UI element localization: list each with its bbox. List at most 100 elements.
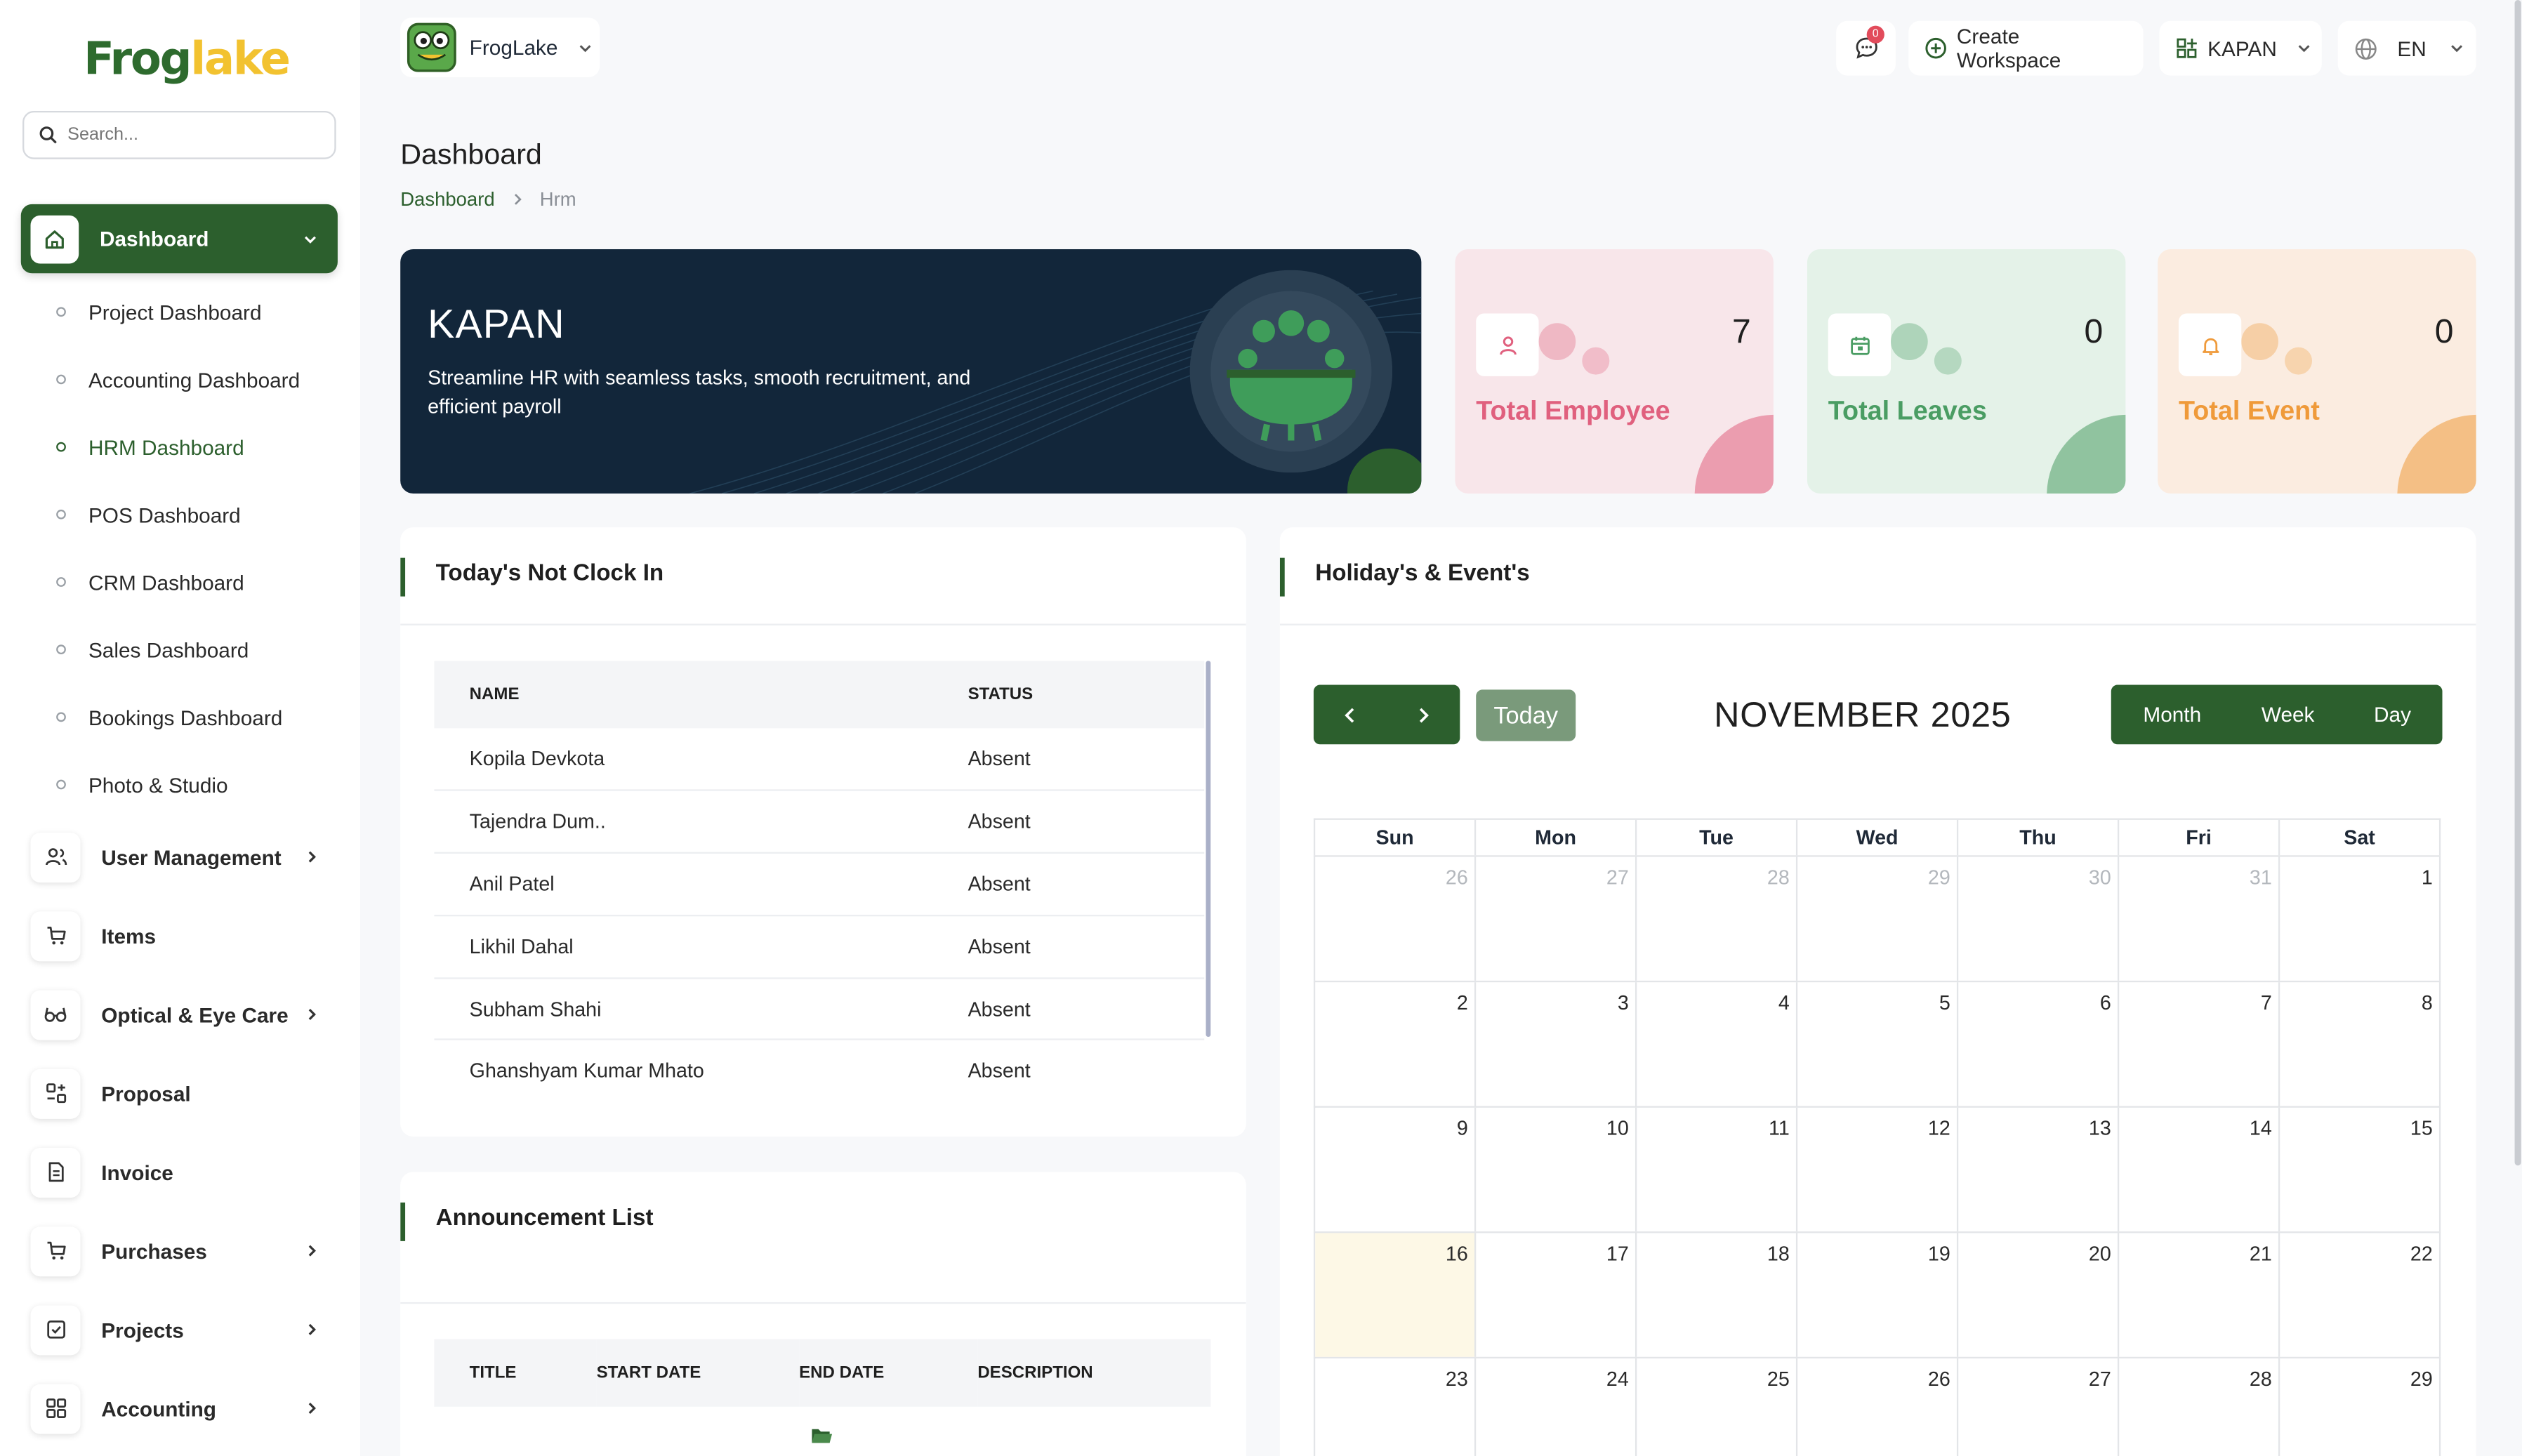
calendar-day-cell[interactable]: 6	[1958, 982, 2120, 1106]
calendar-day-cell[interactable]: 4	[1637, 982, 1798, 1106]
sidebar-item-optical-eye-care[interactable]: Optical & Eye Care	[30, 988, 336, 1040]
company-switcher[interactable]: KAPAN	[2159, 20, 2322, 76]
calendar-day-cell[interactable]: 21	[2119, 1233, 2280, 1357]
chat-icon	[1853, 35, 1879, 61]
calendar-day-cell[interactable]: 30	[1958, 856, 2120, 981]
calendar-day-cell[interactable]: 14	[2119, 1107, 2280, 1232]
calendar-day-cell[interactable]: 7	[2119, 982, 2280, 1106]
calendar-day-cell[interactable]: 9	[1315, 1107, 1477, 1232]
view-week-button[interactable]: Week	[2261, 702, 2315, 727]
calendar-day-cell[interactable]: 18	[1637, 1233, 1798, 1357]
calendar-day-cell[interactable]: 26	[1797, 1358, 1959, 1456]
calendar-view-switcher: Month Week Day	[2111, 684, 2443, 745]
page-title: Dashboard	[400, 138, 542, 171]
language-switcher[interactable]: EN	[2337, 20, 2476, 76]
calendar-day-cell[interactable]: 13	[1958, 1107, 2120, 1232]
calendar-day-cell[interactable]: 27	[1958, 1358, 2120, 1456]
app-logo[interactable]: Froglake	[84, 32, 291, 86]
calendar-day-cell[interactable]: 8	[2421, 991, 2433, 1014]
sidebar-subitem-pos-dashboard[interactable]: POS Dashboard	[56, 498, 241, 531]
breadcrumb-current: Hrm	[539, 187, 576, 211]
announcement-table: TITLE START DATE END DATE DESCRIPTION	[434, 1339, 1211, 1407]
breadcrumb: Dashboard Hrm	[400, 188, 576, 211]
sidebar-subitem-accounting-dashboard[interactable]: Accounting Dashboard	[56, 364, 300, 396]
column-header: NAME	[469, 684, 520, 705]
page-scrollbar[interactable]	[2514, 0, 2521, 1166]
card-title: Holiday's & Event's	[1315, 561, 1530, 587]
chevron-right-icon	[304, 1401, 320, 1417]
sidebar-item-items[interactable]: Items	[30, 910, 336, 961]
calendar-day-cell[interactable]: 25	[1637, 1358, 1798, 1456]
sidebar-item-proposal[interactable]: Proposal	[30, 1068, 336, 1119]
card-header: Holiday's & Event's	[1279, 527, 2476, 626]
calendar-day-cell[interactable]: 3	[1476, 982, 1637, 1106]
sidebar-item-projects[interactable]: Projects	[30, 1304, 336, 1355]
card-header: Announcement List	[400, 1172, 1246, 1304]
sidebar-item-accounting[interactable]: Accounting	[30, 1382, 336, 1434]
sidebar-subitem-crm-dashboard[interactable]: CRM Dashboard	[56, 566, 244, 598]
scrollbar[interactable]	[1206, 661, 1211, 1038]
calendar-day-cell[interactable]: 19	[1797, 1233, 1959, 1357]
sidebar-item-invoice[interactable]: Invoice	[30, 1146, 336, 1198]
bullet-icon	[56, 442, 66, 452]
card-header: Today's Not Clock In	[400, 527, 1246, 626]
next-month-button[interactable]	[1387, 685, 1460, 745]
sidebar-item-purchases[interactable]: Purchases	[30, 1225, 336, 1276]
calendar-day-cell[interactable]: 29	[1797, 856, 1959, 981]
glasses-icon	[30, 989, 81, 1040]
column-header: START DATE	[596, 1363, 701, 1383]
search-input[interactable]	[67, 125, 309, 145]
messages-button[interactable]: 0	[1836, 20, 1896, 76]
calendar-day-cell[interactable]: 15	[2410, 1117, 2433, 1140]
calendar-day-cell[interactable]: 28	[1637, 856, 1798, 981]
stat-decoration	[2397, 414, 2476, 494]
calendar-day-cell[interactable]: 23	[1315, 1358, 1477, 1456]
calendar-day-cell[interactable]: 12	[1797, 1107, 1959, 1232]
calendar-day-cell[interactable]: 31	[2119, 856, 2280, 981]
calendar-day-cell[interactable]: 20	[1958, 1233, 2120, 1357]
calendar-day-cell[interactable]: 10	[1476, 1107, 1637, 1232]
calendar-day-cell[interactable]: 17	[1476, 1233, 1637, 1357]
workspace-switcher[interactable]: FrogLake	[400, 18, 600, 77]
calendar-day-cell[interactable]: 24	[1476, 1358, 1637, 1456]
sidebar-item-user-management[interactable]: User Management	[30, 831, 336, 882]
calendar-day-cell[interactable]: 16	[1315, 1233, 1477, 1357]
attendance-status: Absent	[968, 873, 1031, 896]
not-clock-in-table: NAME STATUS Kopila Devkota Absent Tajendra…	[434, 661, 1205, 1101]
sidebar-subitem-hrm-dashboard[interactable]: HRM Dashboard	[56, 431, 244, 463]
calendar-day-cell[interactable]: 5	[1797, 982, 1959, 1106]
users-icon	[30, 832, 81, 882]
not-clock-in-table-wrapper[interactable]: NAME STATUS Kopila Devkota Absent Tajendra…	[434, 661, 1211, 1101]
grid-icon	[30, 1383, 81, 1434]
calendar-day-cell[interactable]: 27	[1476, 856, 1637, 981]
bullet-icon	[56, 374, 66, 385]
employee-name: Ghanshyam Kumar Mhato	[469, 1059, 704, 1083]
view-month-button[interactable]: Month	[2143, 702, 2202, 727]
stat-decoration	[2285, 347, 2313, 375]
calendar-day-cell[interactable]: 1	[2421, 866, 2433, 889]
bullet-icon	[56, 779, 66, 790]
sidebar-subitem-sales-dashboard[interactable]: Sales Dashboard	[56, 633, 249, 666]
calendar-day-cell[interactable]: 22	[2410, 1243, 2433, 1266]
view-day-button[interactable]: Day	[2374, 702, 2411, 727]
stat-decoration	[1538, 323, 1576, 360]
calendar-day-cell[interactable]: 11	[1637, 1107, 1798, 1232]
team-icon	[1189, 270, 1393, 473]
breadcrumb-link[interactable]: Dashboard	[400, 187, 495, 211]
calendar-day-cell[interactable]: 29	[2410, 1368, 2433, 1391]
today-button[interactable]: Today	[1476, 689, 1576, 741]
calendar-day-cell[interactable]: 28	[2119, 1358, 2280, 1456]
frog-avatar-icon	[407, 22, 456, 72]
create-workspace-button[interactable]: Create Workspace	[1908, 20, 2144, 76]
prev-month-button[interactable]	[1314, 685, 1387, 745]
plus-circle-icon	[1924, 37, 1947, 60]
sidebar-subitem-bookings-dashboard[interactable]: Bookings Dashboard	[56, 701, 282, 733]
calendar-day-cell[interactable]: 2	[1315, 982, 1477, 1106]
calendar-day-cell[interactable]: 26	[1315, 856, 1477, 981]
table-row: Anil Patel Absent	[434, 853, 1205, 915]
sidebar-subitem-photo-studio[interactable]: Photo & Studio	[56, 769, 228, 801]
table-row: Kopila Devkota Absent	[434, 728, 1205, 791]
sidebar-item-dashboard[interactable]: Dashboard	[20, 204, 338, 274]
sidebar-subitem-project-dashboard[interactable]: Project Dashboard	[56, 296, 262, 328]
